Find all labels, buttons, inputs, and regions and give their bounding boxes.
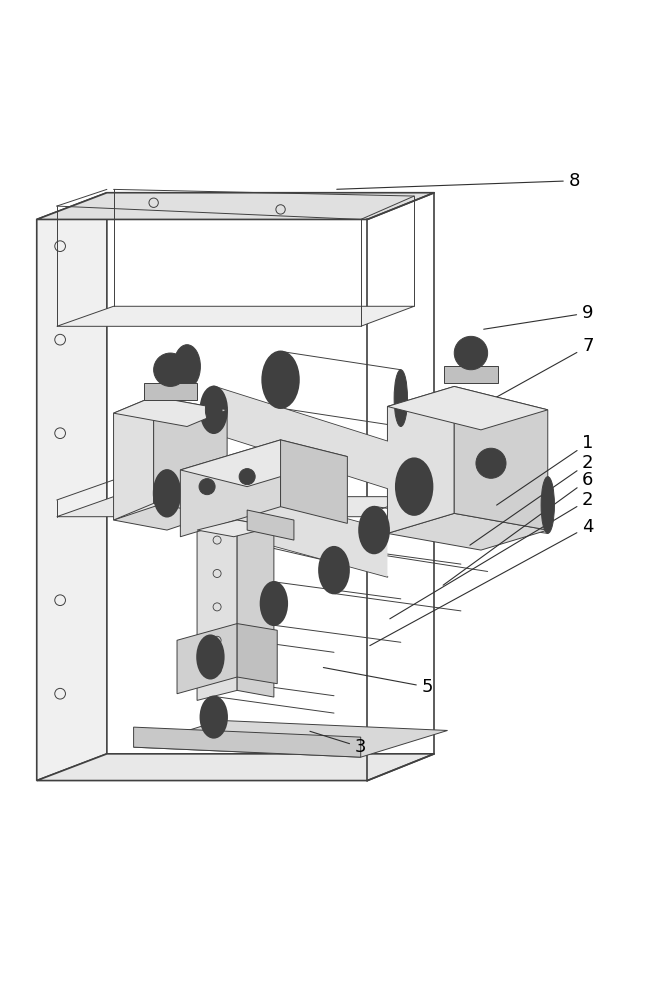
Ellipse shape (174, 345, 200, 388)
Polygon shape (281, 440, 347, 523)
Ellipse shape (206, 395, 222, 425)
Polygon shape (57, 497, 414, 517)
Text: 2: 2 (390, 491, 594, 619)
Text: 1: 1 (496, 434, 594, 505)
Ellipse shape (159, 478, 175, 508)
Polygon shape (114, 396, 227, 427)
Polygon shape (37, 193, 107, 781)
Polygon shape (197, 520, 274, 537)
Ellipse shape (271, 364, 291, 396)
Text: 2: 2 (470, 454, 594, 545)
Text: 5: 5 (323, 668, 434, 696)
Ellipse shape (541, 477, 554, 533)
Polygon shape (114, 500, 227, 530)
Polygon shape (237, 624, 277, 684)
Ellipse shape (404, 471, 424, 503)
Ellipse shape (206, 706, 221, 728)
Polygon shape (444, 366, 498, 383)
Ellipse shape (485, 454, 497, 472)
Ellipse shape (154, 470, 180, 517)
Polygon shape (134, 720, 448, 757)
Ellipse shape (200, 696, 227, 738)
Text: 3: 3 (310, 731, 367, 756)
Circle shape (454, 336, 488, 370)
Ellipse shape (262, 351, 299, 408)
Circle shape (158, 358, 182, 382)
Ellipse shape (200, 386, 227, 433)
Ellipse shape (394, 370, 407, 427)
Polygon shape (387, 513, 548, 550)
Polygon shape (114, 396, 154, 520)
Polygon shape (167, 470, 387, 577)
Polygon shape (180, 440, 281, 537)
Polygon shape (57, 306, 414, 326)
Ellipse shape (267, 592, 281, 616)
Ellipse shape (197, 635, 224, 679)
Ellipse shape (359, 507, 389, 553)
Ellipse shape (366, 517, 382, 543)
Circle shape (199, 479, 215, 495)
Polygon shape (214, 386, 414, 497)
Circle shape (239, 469, 255, 485)
Ellipse shape (261, 582, 287, 625)
Text: 9: 9 (484, 304, 594, 329)
Text: 6: 6 (443, 471, 594, 585)
Ellipse shape (326, 557, 342, 583)
Ellipse shape (476, 448, 506, 478)
Polygon shape (454, 386, 548, 530)
Ellipse shape (203, 645, 218, 669)
Polygon shape (144, 383, 197, 400)
Ellipse shape (319, 547, 349, 594)
Polygon shape (197, 520, 237, 700)
Polygon shape (247, 510, 294, 540)
Ellipse shape (395, 458, 433, 515)
Polygon shape (177, 624, 237, 694)
Polygon shape (180, 440, 347, 487)
Polygon shape (37, 193, 434, 219)
Polygon shape (237, 520, 274, 697)
Circle shape (459, 341, 483, 365)
Text: 4: 4 (370, 518, 594, 646)
Text: 8: 8 (337, 172, 580, 190)
Circle shape (154, 353, 187, 386)
Text: 7: 7 (470, 337, 594, 412)
Polygon shape (134, 727, 361, 757)
Polygon shape (387, 386, 454, 533)
Polygon shape (37, 754, 434, 781)
Polygon shape (387, 386, 548, 430)
Polygon shape (154, 396, 227, 517)
